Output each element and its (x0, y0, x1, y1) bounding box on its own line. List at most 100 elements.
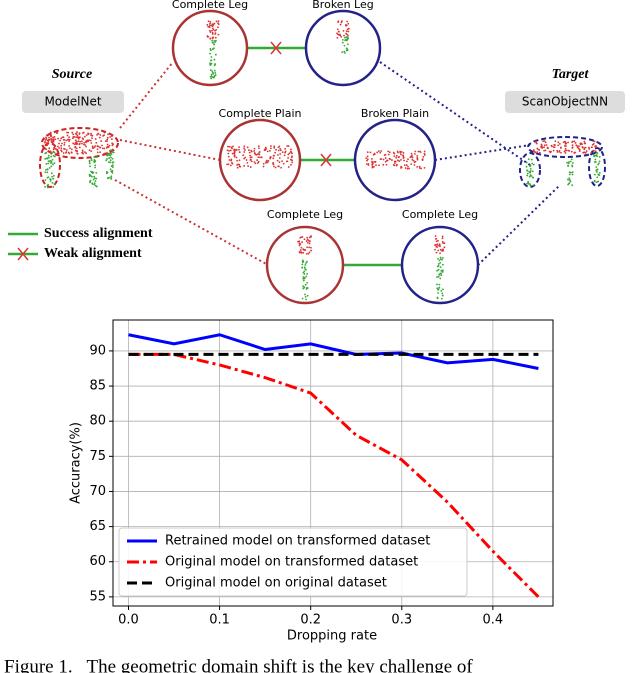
point (371, 164, 374, 166)
highlight (519, 152, 541, 188)
point (583, 140, 586, 143)
point (441, 263, 444, 266)
point (596, 152, 599, 154)
point (435, 240, 438, 243)
point (211, 76, 214, 79)
point (402, 157, 405, 160)
point (103, 131, 106, 134)
y-tick-label: 85 (89, 379, 106, 394)
point (272, 163, 274, 165)
point (211, 48, 214, 51)
point (437, 257, 439, 260)
point (44, 171, 47, 174)
point (277, 149, 280, 152)
point (214, 40, 217, 43)
connector (119, 61, 174, 129)
point (409, 156, 412, 159)
point (66, 134, 69, 137)
point (441, 237, 444, 240)
point (593, 161, 596, 163)
point (441, 240, 444, 243)
point (596, 171, 598, 173)
point (377, 150, 380, 153)
point (47, 156, 50, 159)
point (388, 157, 391, 160)
point (341, 38, 344, 41)
point (89, 165, 91, 168)
point (439, 277, 442, 280)
point (596, 176, 599, 179)
point (213, 39, 216, 42)
point (573, 152, 576, 154)
point (228, 159, 231, 161)
point (76, 131, 78, 133)
point (568, 182, 571, 184)
point (406, 167, 409, 170)
point (597, 163, 600, 166)
point (301, 263, 304, 266)
point (400, 159, 402, 161)
point (52, 139, 55, 142)
point (416, 166, 419, 168)
point (273, 145, 276, 148)
point (84, 144, 87, 146)
point (413, 161, 416, 164)
point (47, 160, 50, 163)
point (570, 158, 573, 161)
point (546, 147, 549, 150)
point (568, 179, 571, 182)
point (380, 150, 383, 152)
point (231, 162, 233, 164)
point (373, 165, 375, 168)
point (560, 146, 562, 149)
point (578, 150, 581, 152)
node-label: Complete Leg (402, 208, 478, 221)
point (534, 140, 537, 143)
point (529, 184, 532, 187)
point (287, 166, 290, 168)
point (598, 160, 601, 163)
point (543, 140, 546, 142)
point (60, 149, 62, 152)
point (247, 149, 250, 152)
caption: Figure 1. The geometric domain shift is … (4, 656, 473, 673)
point (49, 134, 52, 137)
point (437, 239, 439, 242)
point (340, 35, 343, 38)
point (343, 50, 346, 53)
point (347, 22, 350, 25)
point (402, 154, 404, 157)
point (49, 161, 52, 164)
point (396, 163, 398, 166)
point (91, 137, 93, 140)
point (439, 256, 442, 259)
point (243, 165, 245, 167)
point (378, 164, 380, 167)
point (274, 166, 277, 169)
point (440, 290, 443, 292)
point (274, 151, 277, 154)
point (209, 49, 212, 52)
point (230, 159, 233, 162)
point (255, 153, 258, 156)
point (108, 157, 111, 160)
y-tick-label: 60 (89, 554, 106, 569)
point (76, 134, 79, 137)
point (249, 166, 252, 168)
point (341, 20, 343, 23)
point (264, 147, 267, 150)
point (597, 180, 599, 183)
point (250, 150, 253, 153)
point (258, 151, 261, 154)
point (529, 171, 532, 174)
point (307, 239, 310, 242)
point (111, 157, 114, 160)
point (424, 154, 426, 156)
point (434, 248, 436, 251)
point (384, 157, 387, 159)
point (403, 159, 406, 162)
point (229, 149, 232, 152)
point (544, 149, 547, 152)
point (339, 23, 342, 26)
point (51, 152, 53, 154)
